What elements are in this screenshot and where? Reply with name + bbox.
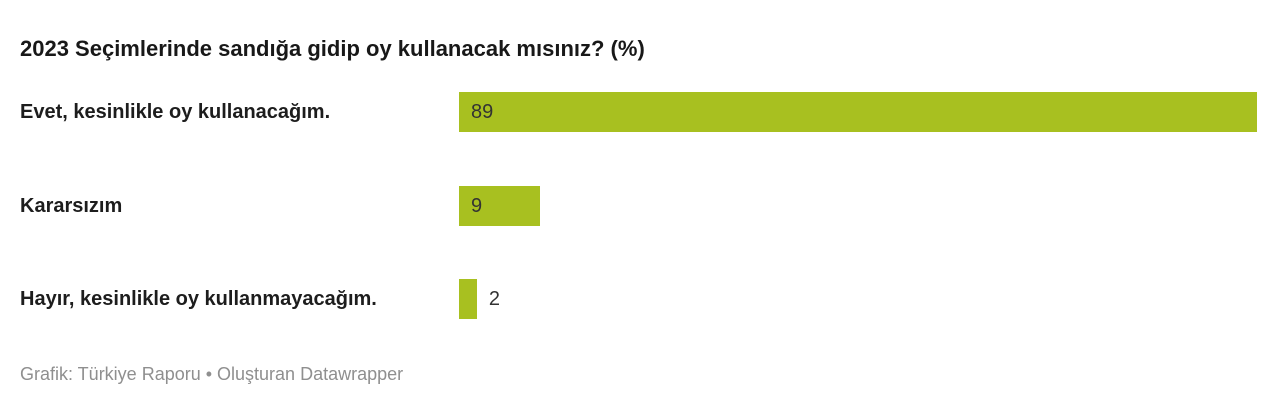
bar <box>459 92 1257 132</box>
source-footer: Grafik: Türkiye Raporu • Oluşturan Dataw… <box>20 364 404 384</box>
category-label: Kararsızım <box>20 195 123 217</box>
bar-row: Evet, kesinlikle oy kullanacağım. 89 <box>0 92 1280 132</box>
category-label: Hayır, kesinlikle oy kullanmayacağım. <box>20 288 377 310</box>
bar <box>459 279 477 319</box>
bar-row: Hayır, kesinlikle oy kullanmayacağım. 2 <box>0 279 1280 319</box>
bar-value-label: 9 <box>471 195 483 217</box>
bar-row: Kararsızım 9 <box>0 186 1280 226</box>
bar <box>459 186 540 226</box>
bar-value-label: 2 <box>488 288 501 310</box>
category-label: Evet, kesinlikle oy kullanacağım. <box>20 101 331 123</box>
bar-value-label: 89 <box>471 101 494 123</box>
chart-title: 2023 Seçimlerinde sandığa gidip oy kulla… <box>20 36 645 61</box>
